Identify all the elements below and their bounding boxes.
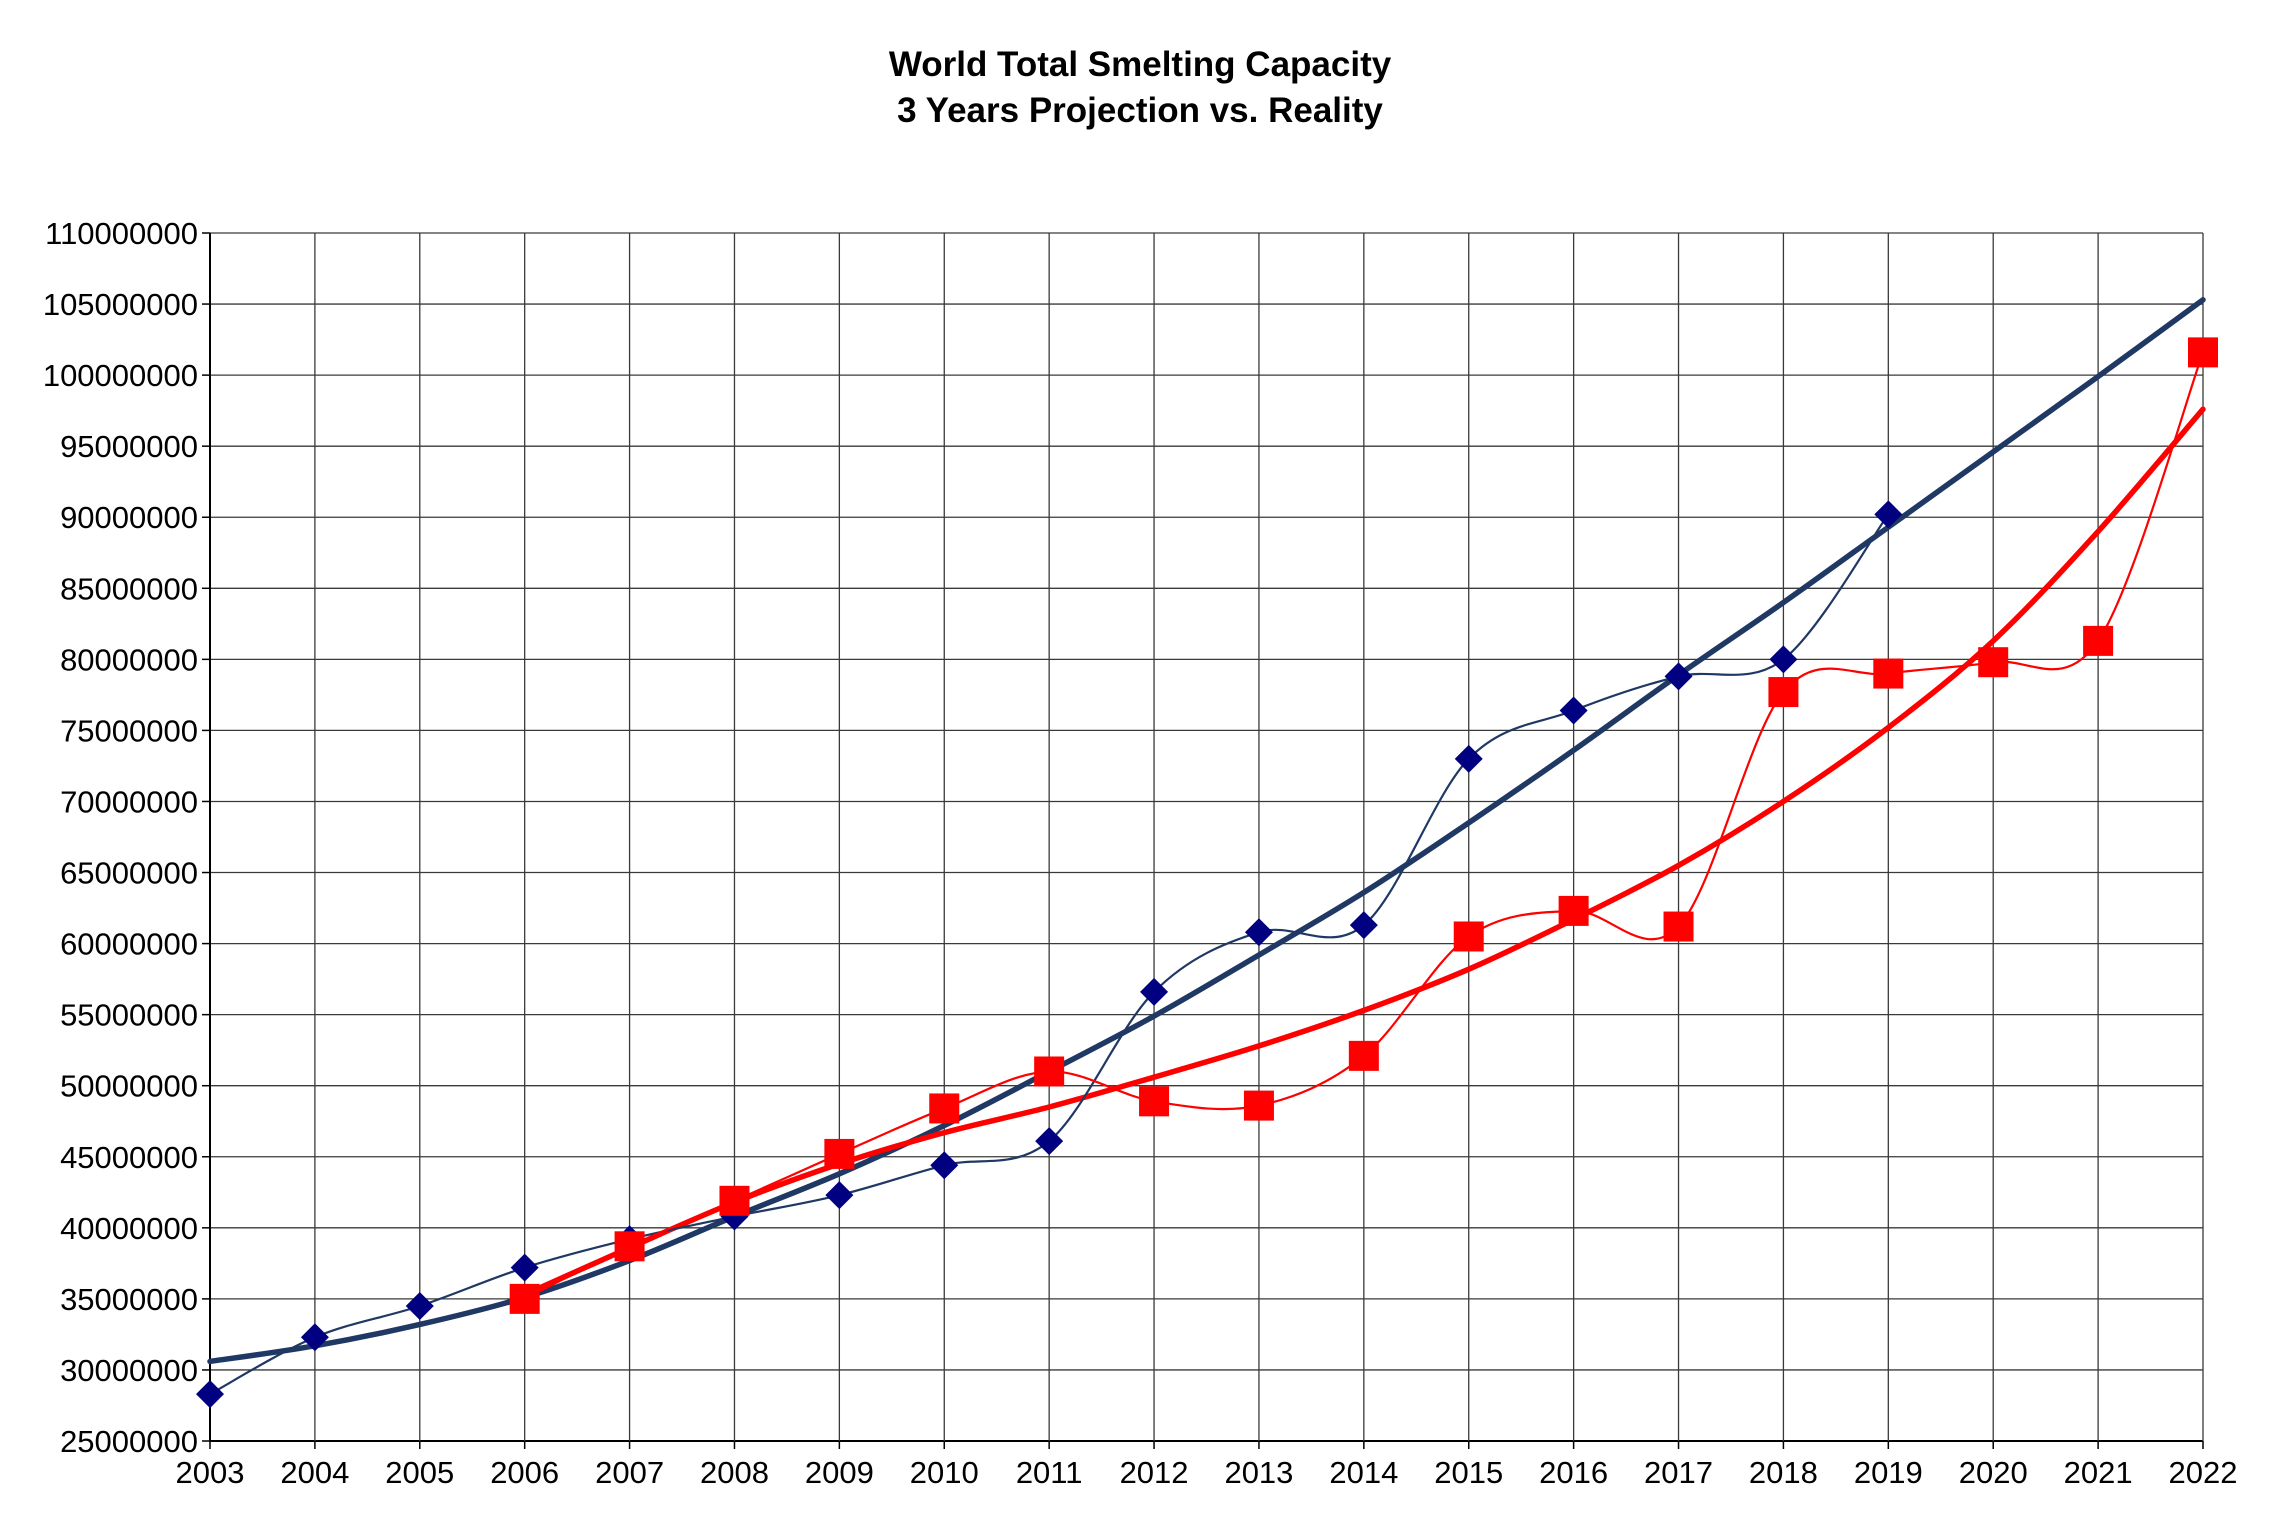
- trendline-0: [207, 297, 2206, 1365]
- x-axis-tick-labels: 2003 2004 2005 2006 2007 2008 2009 2010 2011 2012…: [176, 1455, 2238, 1490]
- trendline-1: [521, 406, 2206, 1298]
- y-axis-tick-labels: 25000000 30000000 35000000 40000000 45000000…: [43, 216, 198, 1459]
- data-point-diamond: [1140, 977, 1169, 1006]
- x-tick-label: 2010: [910, 1455, 979, 1490]
- y-tick-label: 55000000: [60, 998, 198, 1033]
- data-point-square: [2188, 337, 2218, 368]
- data-point-diamond: [1035, 1127, 1064, 1156]
- series-lines: [209, 352, 2205, 1396]
- y-tick-label: 70000000: [60, 784, 198, 819]
- data-point-square: [1243, 1090, 1274, 1121]
- data-point-diamond: [1244, 918, 1273, 947]
- x-tick-label: 2013: [1224, 1455, 1293, 1490]
- y-tick-label: 110000000: [45, 216, 198, 251]
- y-tick-label: 60000000: [60, 927, 198, 962]
- x-tick-label: 2005: [385, 1455, 454, 1490]
- data-point-diamond: [930, 1151, 959, 1180]
- data-point-square: [1348, 1040, 1379, 1071]
- x-tick-label: 2007: [595, 1455, 664, 1490]
- data-point-square: [1558, 895, 1589, 926]
- x-tick-label: 2022: [2169, 1455, 2238, 1490]
- data-point-square: [1768, 677, 1799, 708]
- data-point-diamond: [825, 1181, 854, 1210]
- data-point-square: [719, 1185, 750, 1216]
- data-point-diamond: [1454, 744, 1483, 773]
- chart-title: World Total Smelting Capacity: [888, 45, 1392, 84]
- x-tick-label: 2003: [176, 1455, 245, 1490]
- y-tick-label: 50000000: [60, 1069, 198, 1104]
- x-tick-label: 2006: [490, 1455, 559, 1490]
- data-point-diamond: [1874, 500, 1903, 529]
- x-tick-label: 2004: [280, 1455, 349, 1490]
- x-tick-label: 2014: [1329, 1455, 1398, 1490]
- chart-subtitle: 3 Years Projection vs. Reality: [897, 91, 1383, 130]
- data-point-diamond: [1664, 662, 1693, 691]
- data-point-square: [1453, 921, 1484, 952]
- data-point-diamond: [300, 1323, 329, 1352]
- y-tick-label: 105000000: [43, 287, 198, 322]
- y-tick-label: 95000000: [60, 429, 198, 464]
- x-tick-label: 2011: [1016, 1455, 1083, 1490]
- x-tick-label: 2018: [1749, 1455, 1818, 1490]
- x-tick-label: 2015: [1434, 1455, 1503, 1490]
- series-line-0: [209, 513, 1890, 1396]
- data-point-square: [1663, 911, 1694, 942]
- y-tick-label: 35000000: [60, 1282, 198, 1317]
- x-tick-label: 2019: [1854, 1455, 1923, 1490]
- data-point-square: [509, 1283, 540, 1314]
- data-point-diamond: [405, 1291, 434, 1320]
- x-tick-label: 2008: [700, 1455, 769, 1490]
- y-tick-label: 80000000: [60, 642, 198, 677]
- series-markers: [196, 337, 2218, 1409]
- y-tick-label: 75000000: [60, 713, 198, 748]
- data-point-diamond: [1559, 696, 1588, 725]
- y-tick-label: 45000000: [60, 1140, 198, 1175]
- x-tick-label: 2012: [1120, 1455, 1189, 1490]
- y-tick-label: 65000000: [60, 856, 198, 891]
- y-tick-label: 90000000: [60, 500, 198, 535]
- gridlines: [202, 232, 2204, 1449]
- x-tick-label: 2016: [1539, 1455, 1608, 1490]
- x-tick-label: 2020: [1959, 1455, 2028, 1490]
- data-point-square: [2083, 625, 2114, 656]
- data-point-diamond: [1349, 911, 1378, 940]
- data-point-square: [1978, 647, 2009, 678]
- data-point-square: [929, 1093, 960, 1124]
- data-point-diamond: [1769, 645, 1798, 674]
- data-point-diamond: [196, 1380, 224, 1409]
- data-point-square: [824, 1138, 855, 1169]
- data-point-square: [1873, 658, 1904, 689]
- y-tick-label: 30000000: [60, 1353, 198, 1388]
- x-tick-label: 2017: [1644, 1455, 1713, 1490]
- data-point-diamond: [510, 1253, 539, 1282]
- data-point-square: [1139, 1086, 1170, 1117]
- trendlines: [207, 297, 2206, 1365]
- y-tick-label: 100000000: [43, 358, 198, 393]
- data-point-square: [614, 1231, 645, 1262]
- y-tick-label: 25000000: [60, 1424, 198, 1459]
- x-tick-label: 2009: [805, 1455, 874, 1490]
- x-tick-label: 2021: [2064, 1455, 2133, 1490]
- y-tick-label: 40000000: [60, 1211, 198, 1246]
- y-tick-label: 85000000: [60, 571, 198, 606]
- data-point-square: [1034, 1056, 1065, 1087]
